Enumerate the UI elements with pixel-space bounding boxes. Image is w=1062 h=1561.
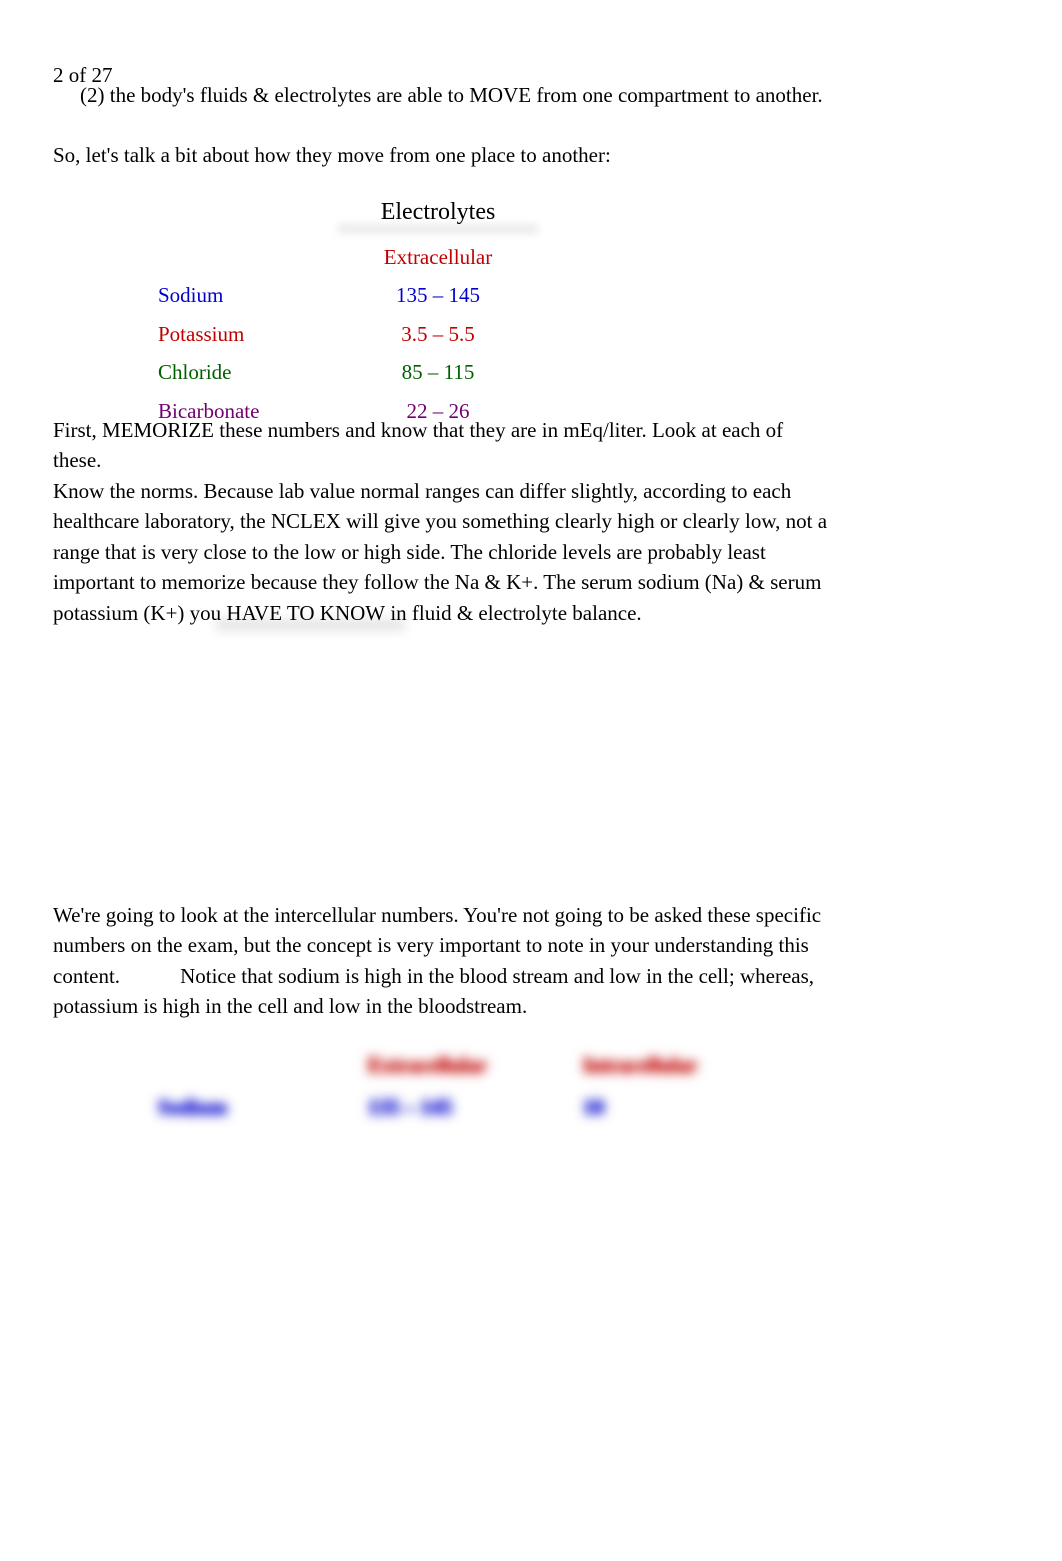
bottom-col1-spacer xyxy=(158,1050,368,1080)
bottom-table-row-sodium: Sodium 135 – 145 10 xyxy=(158,1092,758,1122)
electrolytes-table: Electrolytes Extracellular Sodium 135 – … xyxy=(158,195,658,426)
electrolyte-value-sodium: 135 – 145 xyxy=(368,280,508,310)
header-intracellular-blurred: Intracellular xyxy=(583,1050,733,1080)
para1-line3: healthcare laboratory, the NCLEX will gi… xyxy=(53,506,833,536)
para1-line5: important to memorize because they follo… xyxy=(53,567,833,597)
table-row: Chloride 85 – 115 xyxy=(158,357,658,387)
table-row: Potassium 3.5 – 5.5 xyxy=(158,319,658,349)
bottom-intracellular-sodium: 10 xyxy=(583,1092,733,1122)
bottom-name-sodium: Sodium xyxy=(158,1092,368,1122)
electrolyte-value-potassium: 3.5 – 5.5 xyxy=(368,319,508,349)
intracellular-table: Extracellular Intracellular Sodium 135 –… xyxy=(158,1050,758,1123)
electrolyte-name-sodium: Sodium xyxy=(158,280,368,310)
bottom-extracellular-sodium: 135 – 145 xyxy=(368,1092,583,1122)
para1-line6c: in fluid & electrolyte balance. xyxy=(385,601,642,625)
table-row: Sodium 135 – 145 xyxy=(158,280,658,310)
para1-line1: First, MEMORIZE these numbers and know t… xyxy=(53,415,833,476)
emphasis-have-to-know: HAVE TO KNOW xyxy=(226,601,385,625)
electrolyte-value-chloride: 85 – 115 xyxy=(368,357,508,387)
para2-line4: in the bloodstream. xyxy=(366,994,528,1018)
table-title: Electrolytes xyxy=(288,195,588,230)
intro-text: So, let's talk a bit about how they move… xyxy=(53,140,611,170)
paragraph-intercellular: We're going to look at the intercellular… xyxy=(53,900,843,1022)
bottom-table-header-row: Extracellular Intracellular xyxy=(158,1050,758,1080)
para1-line6: potassium (K+) you HAVE TO KNOW in fluid… xyxy=(53,598,833,628)
header-extracellular-blurred: Extracellular xyxy=(368,1050,583,1080)
para1-line2: Know the norms. Because lab value normal… xyxy=(53,476,833,506)
para2-line2b: Notice that xyxy=(180,964,273,988)
para1-line4: range that is very close to the low or h… xyxy=(53,537,833,567)
electrolyte-name-chloride: Chloride xyxy=(158,357,368,387)
table-header-extracellular: Extracellular xyxy=(288,242,588,272)
paragraph-memorize: First, MEMORIZE these numbers and know t… xyxy=(53,415,833,628)
bullet-point-2: (2) the body's fluids & electrolytes are… xyxy=(80,80,823,110)
para1-line6a: potassium (K+) you xyxy=(53,601,226,625)
electrolyte-name-potassium: Potassium xyxy=(158,319,368,349)
